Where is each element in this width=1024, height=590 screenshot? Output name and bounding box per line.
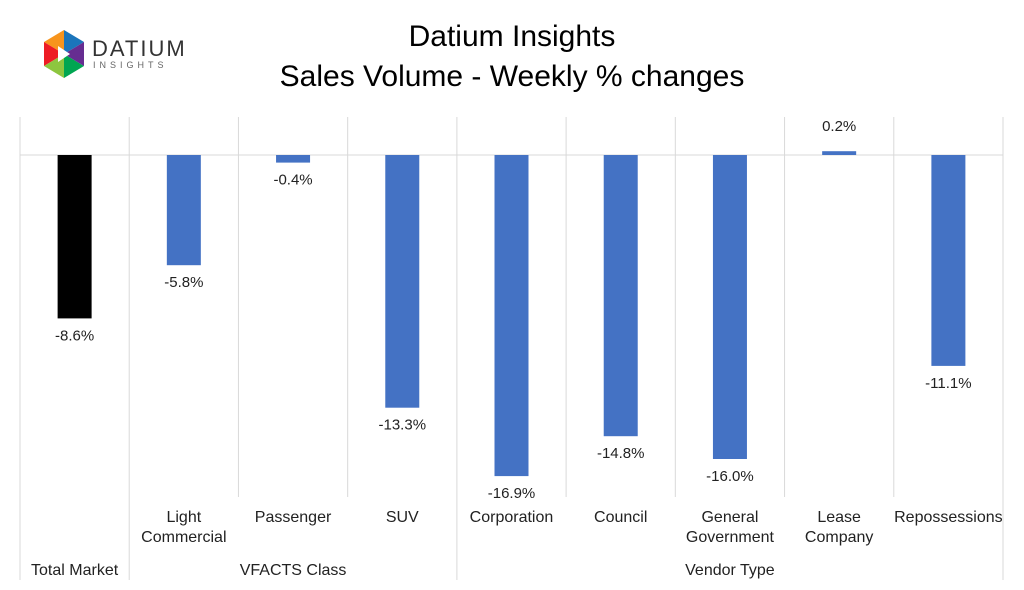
value-label: -16.9% xyxy=(488,485,536,502)
x-tick-label: SUV xyxy=(385,509,419,526)
x-tick-label: Council xyxy=(594,509,648,526)
value-label: -5.8% xyxy=(164,274,203,291)
x-tick-label: Repossessions xyxy=(894,509,1003,526)
group-label: Total Market xyxy=(31,562,119,579)
x-tick-label: Lease Company xyxy=(804,509,874,546)
bar xyxy=(494,155,529,477)
x-tick-label: Passenger xyxy=(254,509,332,526)
logo-tagline: INSIGHTS xyxy=(93,60,168,70)
bar xyxy=(822,151,857,155)
bar xyxy=(712,155,747,459)
bar xyxy=(385,155,420,408)
group-label: VFACTS Class xyxy=(239,562,347,579)
bar xyxy=(276,155,311,163)
value-label: -11.1% xyxy=(925,375,971,392)
bar xyxy=(603,155,638,437)
value-label: -13.3% xyxy=(379,417,427,434)
x-tick-label: General Government xyxy=(685,509,774,546)
x-tick-label: Light Commercial xyxy=(141,509,227,546)
value-label: -14.8% xyxy=(597,445,645,462)
x-tick-label: Corporation xyxy=(469,509,554,526)
value-label: -0.4% xyxy=(273,172,312,189)
logo-name: DATIUM xyxy=(92,36,187,61)
chart-title: Datium Insights xyxy=(409,20,616,53)
bar xyxy=(166,155,201,266)
value-label: -16.0% xyxy=(706,468,754,485)
value-label: 0.2% xyxy=(822,118,856,135)
bar xyxy=(57,155,92,319)
group-label: Vendor Type xyxy=(685,562,775,579)
value-label: -8.6% xyxy=(55,327,94,344)
logo-mark xyxy=(44,30,84,78)
bar xyxy=(931,155,966,366)
chart-subtitle: Sales Volume - Weekly % changes xyxy=(280,60,745,93)
